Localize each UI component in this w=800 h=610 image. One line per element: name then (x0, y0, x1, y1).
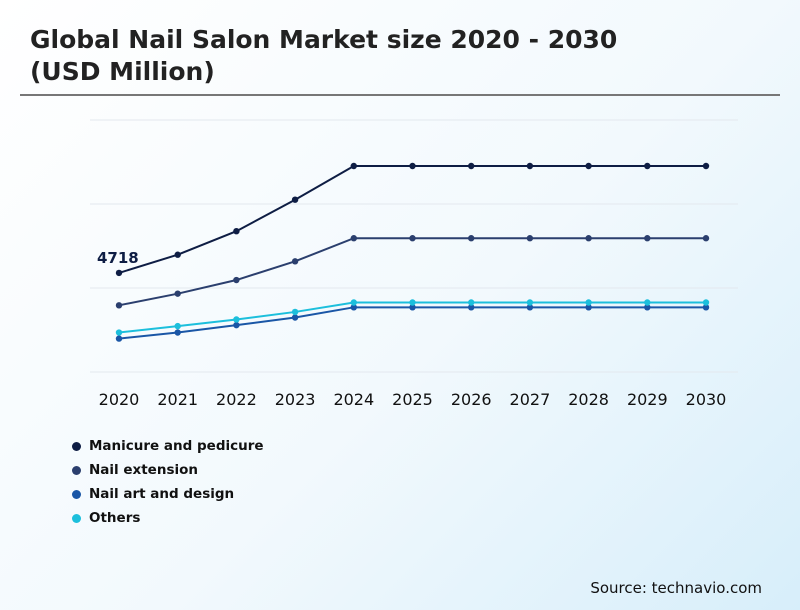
point-nail-art-and-design-2029 (644, 304, 651, 311)
title-divider (20, 94, 780, 96)
chart-title: Global Nail Salon Market size 2020 - 203… (30, 25, 618, 86)
point-manicure-and-pedicure-2024 (350, 162, 357, 170)
annotations: 4718 (97, 249, 139, 267)
point-others-2025 (409, 299, 416, 306)
data-points (115, 162, 710, 342)
point-manicure-and-pedicure-2021 (174, 251, 181, 258)
point-nail-extension-2026 (468, 235, 475, 242)
point-nail-art-and-design-2025 (409, 304, 416, 311)
grid-lines (90, 119, 738, 373)
x-tick-2029: 2029 (627, 390, 668, 409)
point-manicure-and-pedicure-2023 (291, 196, 299, 203)
point-others-2027 (526, 299, 534, 306)
x-tick-2028: 2028 (568, 390, 609, 409)
point-others-2030 (702, 299, 710, 306)
point-manicure-and-pedicure-2027 (526, 162, 534, 170)
line-chart: 2020 2021 2022 2023 2024 2025 2026 2027 2028 2029… (90, 119, 738, 409)
point-nail-art-and-design-2022 (233, 321, 240, 329)
x-tick-2025: 2025 (392, 390, 433, 409)
legend-marker-icon (72, 489, 81, 499)
legend-marker-icon (72, 513, 81, 523)
point-nail-art-and-design-2030 (702, 304, 710, 311)
point-manicure-and-pedicure-2020 (115, 269, 123, 277)
legend-label: Manicure and pedicure (89, 438, 264, 454)
series-lines (118, 164, 706, 340)
point-nail-extension-2028 (585, 235, 592, 242)
point-nail-extension-2021 (174, 290, 181, 297)
point-nail-art-and-design-2024 (350, 304, 357, 311)
point-manicure-and-pedicure-2030 (702, 162, 710, 170)
x-axis-labels: 2020 2021 2022 2023 2024 2025 2026 2027 2028 2029… (99, 390, 727, 409)
legend-marker-icon (72, 465, 81, 475)
legend-item-manicure-and-pedicure: Manicure and pedicure (72, 434, 264, 458)
series-line-manicure-and-pedicure (118, 164, 706, 274)
point-nail-art-and-design-2021 (174, 329, 181, 336)
point-nail-art-and-design-2026 (468, 304, 475, 311)
legend-item-nail-art-and-design: Nail art and design (72, 482, 264, 506)
point-nail-extension-2030 (702, 235, 710, 242)
point-manicure-and-pedicure-2028 (585, 162, 592, 170)
point-nail-art-and-design-2028 (585, 304, 592, 311)
legend-label: Others (89, 510, 141, 526)
point-others-2022 (233, 316, 240, 323)
point-others-2021 (174, 322, 181, 330)
point-manicure-and-pedicure-2025 (409, 162, 416, 170)
x-tick-2030: 2030 (686, 390, 727, 409)
source-credit: Source: technavio.com (590, 579, 762, 597)
point-others-2020 (115, 329, 123, 336)
legend-item-others: Others (72, 506, 264, 530)
point-nail-art-and-design-2023 (291, 314, 299, 321)
x-tick-2022: 2022 (216, 390, 257, 409)
point-others-2028 (585, 299, 592, 306)
legend-label: Nail art and design (89, 486, 235, 502)
point-others-2024 (350, 299, 357, 306)
point-nail-extension-2029 (644, 235, 651, 242)
legend: Manicure and pedicure Nail extension Nail … (72, 434, 264, 530)
data-label-2020: 4718 (97, 249, 139, 267)
point-nail-art-and-design-2027 (526, 304, 534, 311)
point-nail-extension-2024 (350, 235, 357, 242)
legend-item-nail-extension: Nail extension (72, 458, 264, 482)
point-others-2023 (291, 308, 299, 316)
x-tick-2027: 2027 (510, 390, 551, 409)
point-nail-extension-2025 (409, 235, 416, 242)
point-manicure-and-pedicure-2022 (233, 227, 240, 235)
point-nail-extension-2020 (115, 302, 123, 309)
series-line-nail-extension (118, 237, 706, 307)
x-tick-2020: 2020 (99, 390, 140, 409)
point-manicure-and-pedicure-2026 (468, 162, 475, 170)
legend-marker-icon (72, 441, 81, 451)
x-tick-2024: 2024 (333, 390, 374, 409)
point-others-2026 (468, 299, 475, 306)
legend-label: Nail extension (89, 462, 198, 478)
point-nail-extension-2027 (526, 235, 534, 242)
point-manicure-and-pedicure-2029 (644, 162, 651, 170)
point-nail-extension-2023 (291, 258, 299, 265)
point-nail-extension-2022 (233, 276, 240, 284)
x-tick-2026: 2026 (451, 390, 492, 409)
point-others-2029 (644, 299, 651, 306)
x-tick-2023: 2023 (275, 390, 316, 409)
point-nail-art-and-design-2020 (115, 335, 123, 342)
x-tick-2021: 2021 (157, 390, 198, 409)
